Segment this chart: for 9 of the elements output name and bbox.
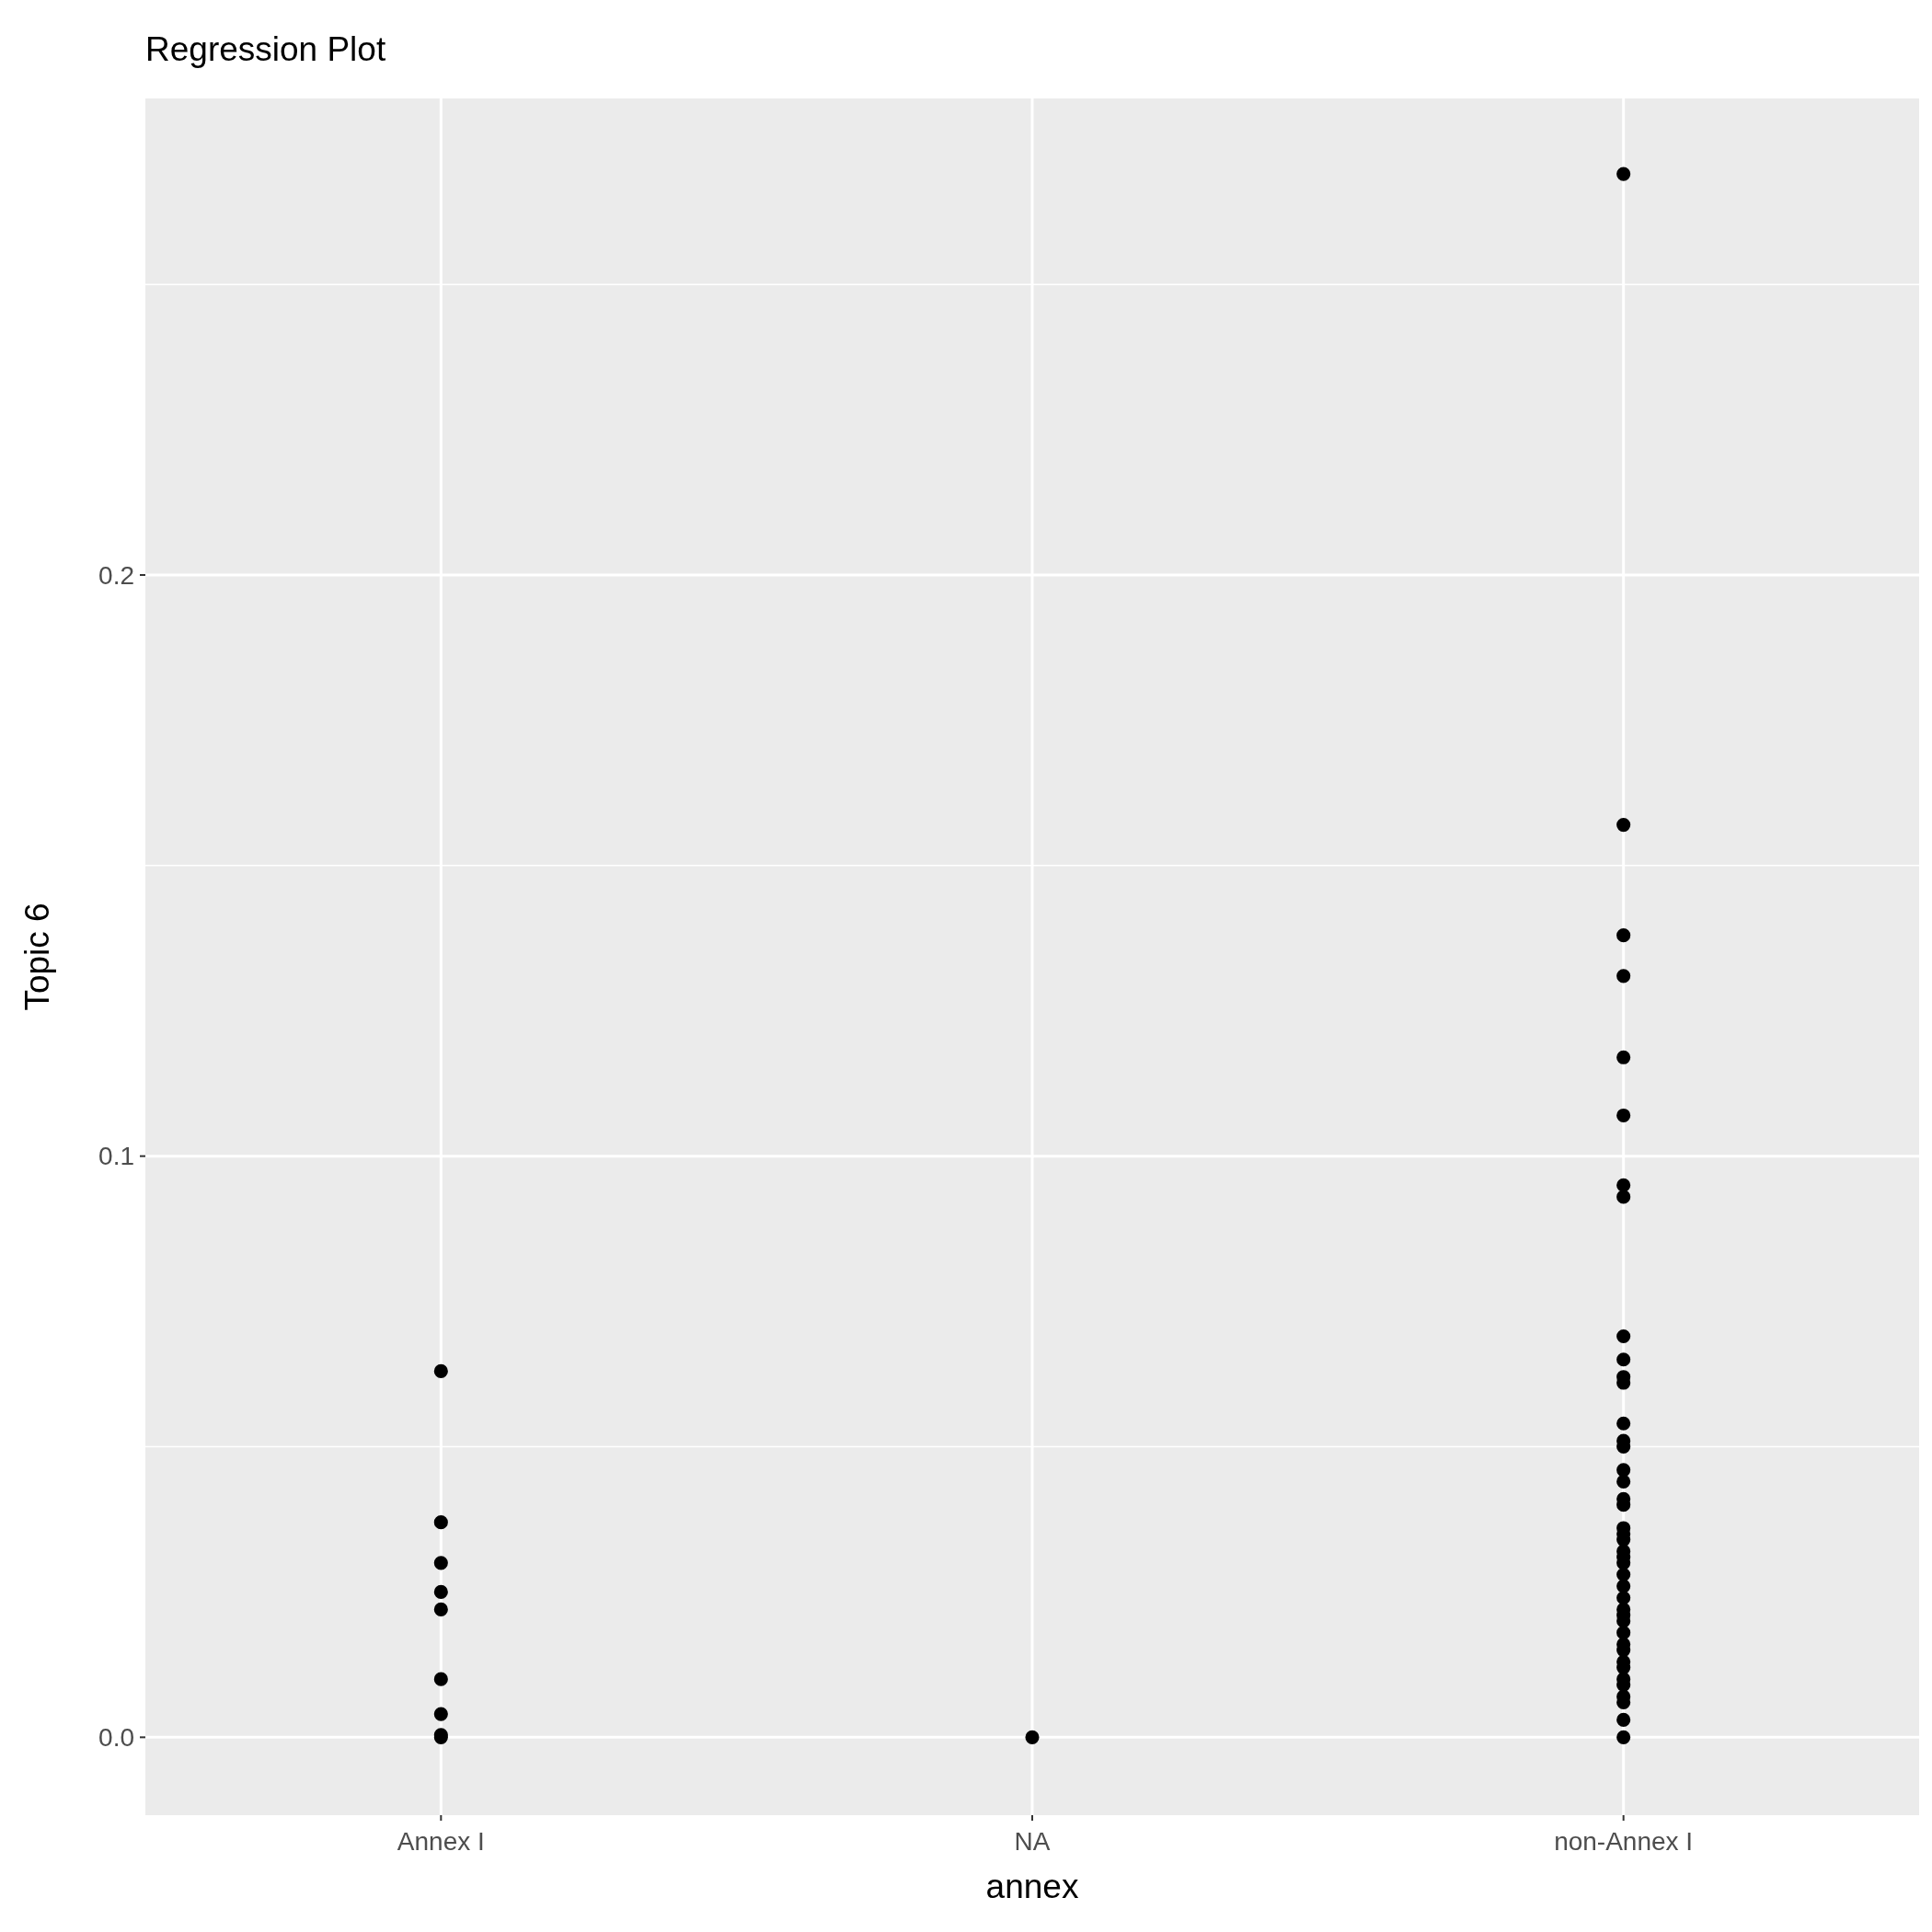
x-tick-label: NA (1014, 1827, 1051, 1856)
y-tick-label: 0.0 (98, 1723, 134, 1753)
y-tick-label: 0.1 (98, 1142, 134, 1171)
x-axis-title: annex (985, 1868, 1079, 1905)
x-tick-label: Annex I (397, 1827, 485, 1856)
x-tick-label: non-Annex I (1554, 1827, 1694, 1856)
y-tick-label: 0.2 (98, 560, 134, 590)
chart-title: Regression Plot (145, 30, 386, 68)
y-axis-title: Topic 6 (18, 903, 56, 1011)
